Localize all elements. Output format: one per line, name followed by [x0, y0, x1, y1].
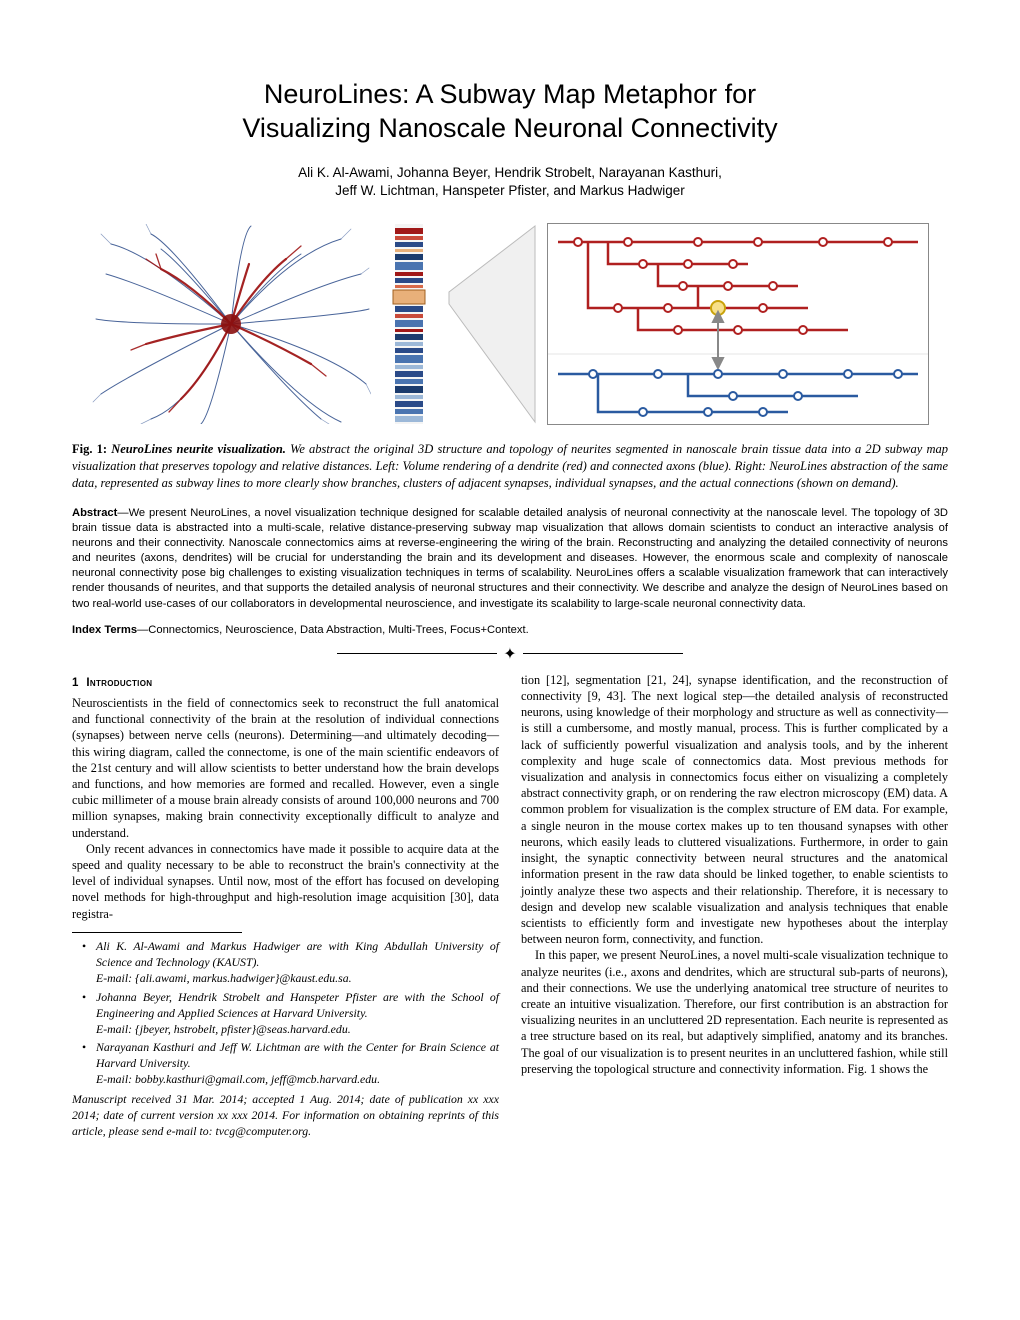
abstract: Abstract—We present NeuroLines, a novel …	[72, 506, 948, 612]
author-block: Ali K. Al-Awami, Johanna Beyer, Hendrik …	[72, 164, 948, 202]
col2-para-1: tion [12], segmentation [21, 24], synaps…	[521, 672, 948, 948]
page: NeuroLines: A Subway Map Metaphor for Vi…	[0, 0, 1020, 1320]
divider-diamond-icon: ✦	[503, 644, 516, 664]
footnote-rule	[72, 932, 242, 933]
divider-line-left	[337, 653, 497, 654]
section-1-heading: 1 Introduction	[72, 676, 499, 691]
neuron-rendering	[91, 224, 371, 424]
affil-1-text: Ali K. Al-Awami and Markus Hadwiger are …	[96, 939, 499, 969]
section-num: 1	[72, 677, 78, 689]
fig-title: NeuroLines neurite visualization.	[111, 442, 286, 456]
subway-panel	[547, 223, 929, 425]
authors-line-2: Jeff W. Lichtman, Hanspeter Pfister, and…	[335, 183, 684, 198]
section-title: Introduction	[86, 677, 152, 689]
title-line-1: NeuroLines: A Subway Map Metaphor for	[264, 79, 756, 109]
affil-2-text: Johanna Beyer, Hendrik Strobelt and Hans…	[96, 990, 499, 1020]
affil-3-text: Narayanan Kasthuri and Jeff W. Lichtman …	[96, 1040, 499, 1070]
manuscript-note: Manuscript received 31 Mar. 2014; accept…	[72, 1092, 499, 1140]
figure-1	[72, 219, 948, 429]
body-columns: 1 Introduction Neuroscientists in the fie…	[72, 672, 948, 1140]
abstract-label: Abstract	[72, 507, 117, 519]
affil-3: Narayanan Kasthuri and Jeff W. Lichtman …	[86, 1040, 499, 1088]
affil-1: Ali K. Al-Awami and Markus Hadwiger are …	[86, 939, 499, 987]
col1-para-1: Neuroscientists in the field of connecto…	[72, 695, 499, 841]
fig-label: Fig. 1:	[72, 442, 107, 456]
column-left: 1 Introduction Neuroscientists in the fie…	[72, 672, 499, 1140]
affil-3-email: E-mail: bobby.kasthuri@gmail.com, jeff@m…	[96, 1072, 380, 1086]
affiliations: Ali K. Al-Awami and Markus Hadwiger are …	[72, 939, 499, 1088]
affil-2: Johanna Beyer, Hendrik Strobelt and Hans…	[86, 990, 499, 1038]
index-body: —Connectomics, Neuroscience, Data Abstra…	[137, 624, 529, 636]
col1-para-2: Only recent advances in connectomics hav…	[72, 841, 499, 922]
affil-2-email: E-mail: {jbeyer, hstrobelt, pfister}@sea…	[96, 1022, 351, 1036]
index-terms: Index Terms—Connectomics, Neuroscience, …	[72, 624, 948, 636]
title-line-2: Visualizing Nanoscale Neuronal Connectiv…	[242, 113, 777, 143]
heatmap-bar	[381, 224, 437, 424]
divider-line-right	[523, 653, 683, 654]
section-divider: ✦	[72, 644, 948, 664]
paper-title: NeuroLines: A Subway Map Metaphor for Vi…	[112, 78, 908, 146]
col2-para-2: In this paper, we present NeuroLines, a …	[521, 947, 948, 1077]
index-label: Index Terms	[72, 624, 137, 636]
abstract-body: —We present NeuroLines, a novel visualiz…	[72, 507, 948, 610]
column-right: tion [12], segmentation [21, 24], synaps…	[521, 672, 948, 1140]
affil-1-email: E-mail: {ali.awami, markus.hadwiger}@kau…	[96, 971, 352, 985]
figure-1-caption: Fig. 1: NeuroLines neurite visualization…	[72, 441, 948, 492]
trapezoid-connector	[447, 224, 537, 424]
authors-line-1: Ali K. Al-Awami, Johanna Beyer, Hendrik …	[298, 165, 722, 180]
